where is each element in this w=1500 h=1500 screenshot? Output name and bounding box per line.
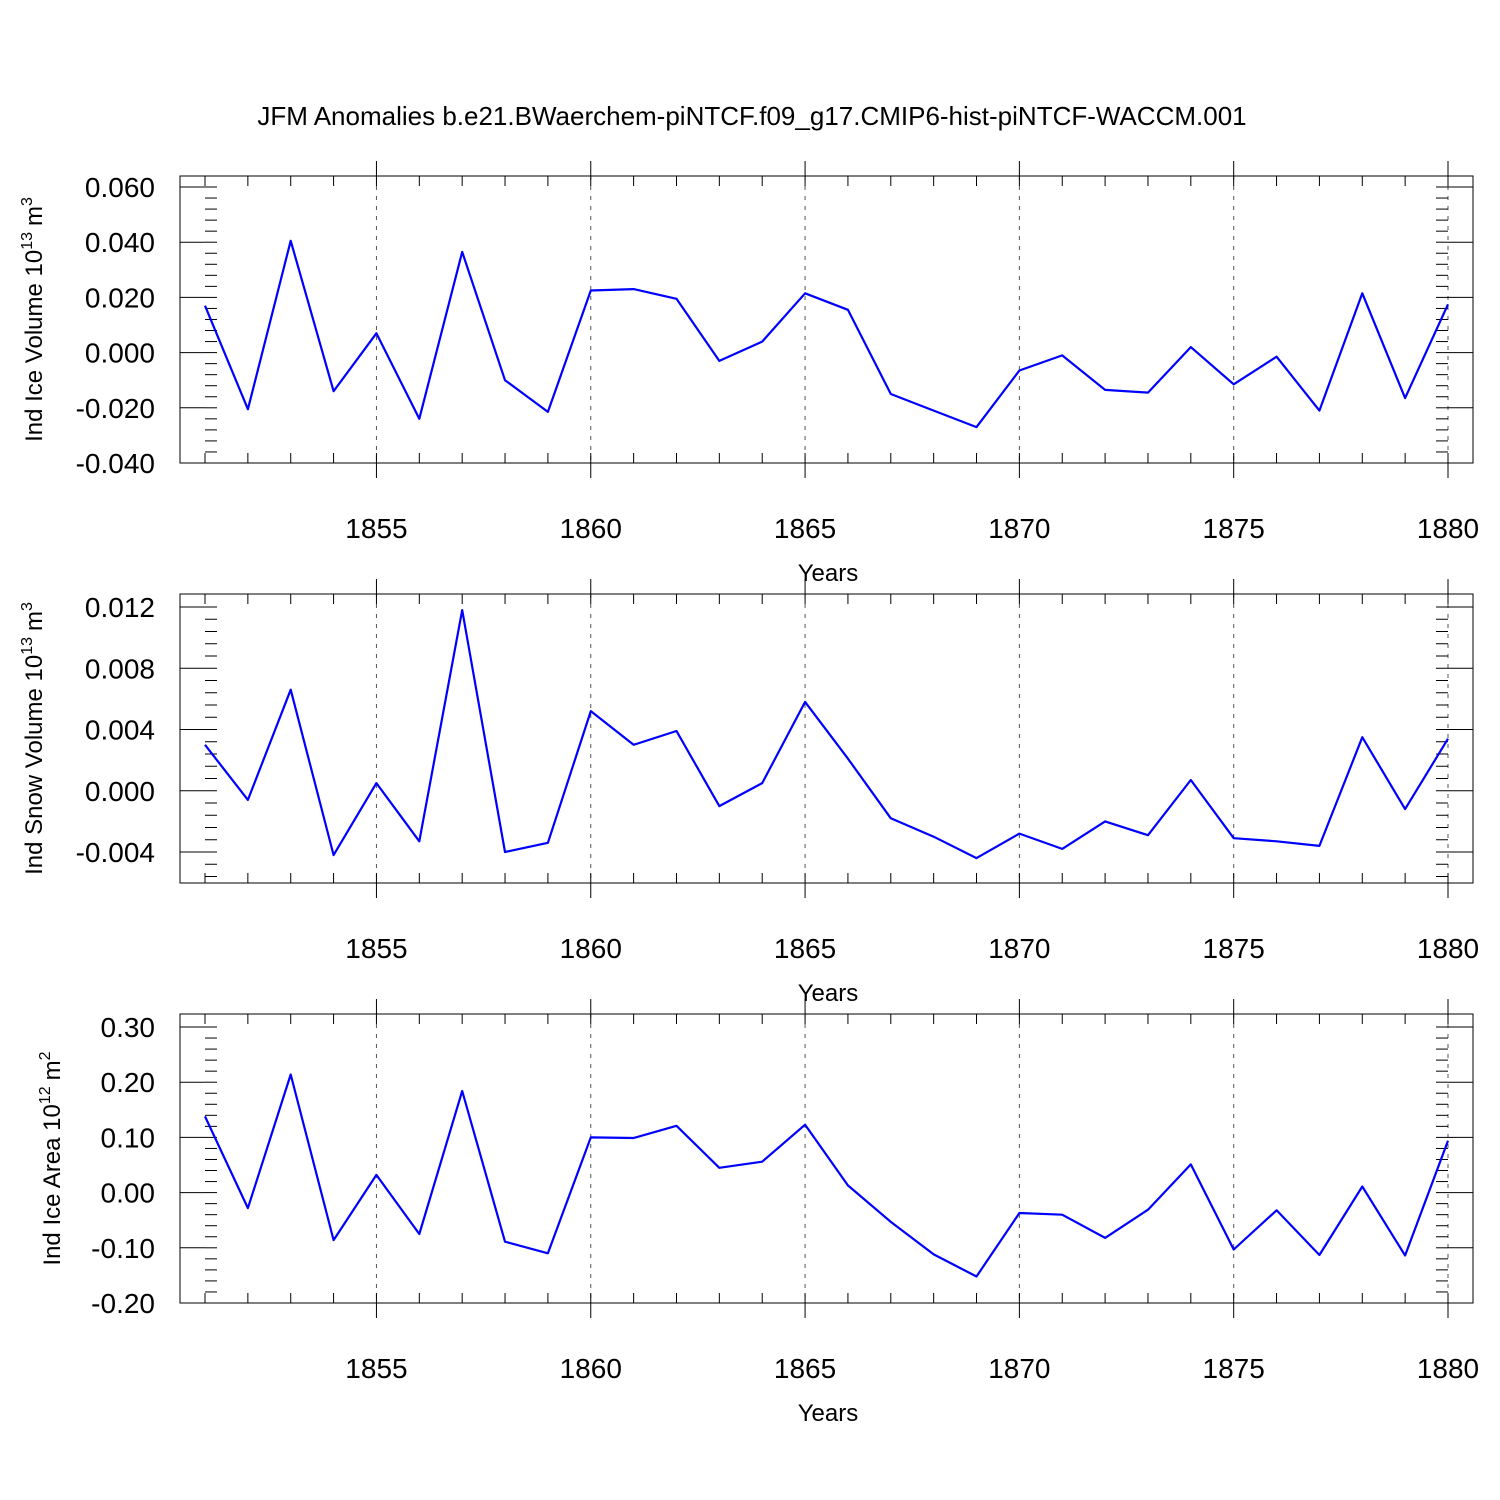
y-tick-label: 0.00 — [101, 1178, 156, 1209]
y-tick-label: -0.10 — [91, 1233, 155, 1264]
y-tick-label: -0.040 — [76, 448, 155, 479]
panels: 1855 1860 1865 1870 1875 1880 0.060 0.040 0.020 0… — [19, 161, 1479, 1427]
x-tick-label: 1875 — [1203, 1353, 1265, 1384]
x-tick-label: 1880 — [1417, 513, 1479, 544]
plot-frame — [179, 1013, 1474, 1304]
series-line — [203, 239, 1450, 429]
x-axis-label: Years — [798, 1400, 859, 1427]
y-tick-label: -0.020 — [76, 393, 155, 424]
y-axis-label-unit: m — [39, 1060, 66, 1080]
y-axis-label-exp: 13 — [19, 232, 36, 250]
y-tick-label: -0.004 — [76, 837, 155, 868]
series-line — [204, 608, 1449, 860]
x-tick-label: 1880 — [1417, 1353, 1479, 1384]
x-tick-label: 1870 — [988, 513, 1050, 544]
x-tick-label: 1865 — [774, 1353, 836, 1384]
y-tick-label: 0.012 — [85, 592, 155, 623]
y-tick-label: 0.004 — [85, 715, 155, 746]
y-axis-label-unit-exp: 3 — [19, 602, 36, 611]
x-tick-label: 1865 — [774, 513, 836, 544]
x-tick-label: 1855 — [345, 933, 407, 964]
y-axis-label-unit: m — [21, 611, 48, 631]
y-tick-label: 0.008 — [85, 653, 155, 684]
y-tick-label: 0.040 — [85, 227, 155, 258]
y-axis-label-unit-exp: 3 — [19, 197, 36, 206]
y-tick-label: 0.000 — [85, 338, 155, 369]
y-tick-label: -0.20 — [91, 1288, 155, 1319]
x-tick-label: 1875 — [1203, 513, 1265, 544]
x-axis-label: Years — [798, 980, 859, 1007]
plot-frame — [179, 175, 1474, 464]
x-tick-label: 1875 — [1203, 933, 1265, 964]
y-tick-label: 0.20 — [101, 1067, 156, 1098]
y-axis-label-exp: 13 — [19, 637, 36, 655]
x-tick-label: 1870 — [988, 1353, 1050, 1384]
x-tick-label: 1880 — [1417, 933, 1479, 964]
y-tick-label: 0.000 — [85, 776, 155, 807]
y-tick-label: 0.10 — [101, 1122, 156, 1153]
y-axis-label: Ind Snow Volume 1013 m3 — [19, 602, 48, 875]
y-axis-label-main: Ind Snow Volume 10 — [21, 655, 48, 875]
y-axis-label-main: Ind Ice Volume 10 — [21, 250, 48, 442]
y-tick-label: 0.30 — [101, 1012, 156, 1043]
panel-1: 1855 1860 1865 1870 1875 1880 0.060 0.040 0.020 0… — [19, 161, 1479, 587]
panel-2: 1855 1860 1865 1870 1875 1880 0.012 0.008 0.004 0… — [19, 579, 1479, 1007]
x-tick-label: 1860 — [560, 1353, 622, 1384]
y-axis-label-unit-exp: 2 — [37, 1051, 54, 1060]
panel-3: 1855 1860 1865 1870 1875 1880 0.30 0.20 0.10 0.00… — [37, 999, 1479, 1427]
y-axis-label-exp: 12 — [37, 1086, 54, 1104]
y-axis-label: Ind Ice Volume 1013 m3 — [19, 197, 48, 442]
figure-title: JFM Anomalies b.e21.BWaerchem-piNTCF.f09… — [257, 101, 1246, 131]
x-tick-label: 1870 — [988, 933, 1050, 964]
y-tick-label: 0.060 — [85, 172, 155, 203]
y-axis-label-main: Ind Ice Area 10 — [39, 1104, 66, 1265]
series-line — [204, 1073, 1450, 1278]
x-tick-label: 1855 — [345, 1353, 407, 1384]
x-tick-label: 1855 — [345, 513, 407, 544]
x-axis-label: Years — [798, 560, 859, 587]
plot-frame — [179, 593, 1474, 884]
y-axis-label: Ind Ice Area 1012 m2 — [37, 1051, 66, 1265]
y-axis-label-unit: m — [21, 206, 48, 226]
y-tick-label: 0.020 — [85, 282, 155, 313]
x-tick-label: 1860 — [560, 933, 622, 964]
x-tick-label: 1865 — [774, 933, 836, 964]
x-tick-label: 1860 — [560, 513, 622, 544]
